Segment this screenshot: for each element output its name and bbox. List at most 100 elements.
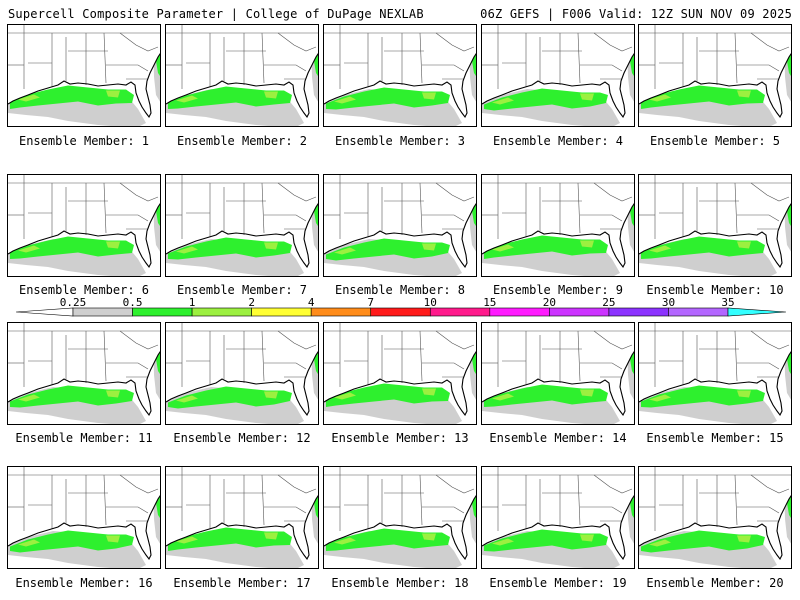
state-border (106, 362, 149, 370)
map-graphic (639, 323, 791, 424)
scp-green-area (641, 530, 765, 553)
state-border (261, 474, 265, 526)
scp-green-area (484, 88, 608, 111)
map-graphic (324, 323, 476, 424)
land-mask (8, 175, 160, 267)
land-mask (324, 467, 476, 559)
colorbar-tick-label: 35 (721, 296, 735, 309)
map-graphic (8, 25, 160, 126)
colorbar-high-arrow (727, 307, 787, 317)
state-border (277, 474, 317, 494)
ensemble-map-panel (323, 174, 477, 277)
coastline (324, 203, 476, 269)
state-border (580, 214, 623, 222)
coastline (482, 203, 634, 269)
map-graphic (166, 25, 318, 126)
state-border (261, 330, 265, 382)
land-mask (639, 25, 791, 117)
colorbar-segment (72, 307, 133, 317)
ensemble-map-panel (7, 322, 161, 425)
ensemble-map-panel (638, 322, 792, 425)
map-graphic (324, 467, 476, 568)
colorbar-tick-label: 10 (423, 296, 437, 309)
map-graphic (166, 323, 318, 424)
coastline (324, 53, 476, 119)
color-legend-bar (15, 307, 787, 317)
ensemble-member-label: Ensemble Member: 13 (331, 431, 469, 445)
color-legend: 0.25 0.5 1 2 4 7 10 15 20 25 30 35 (0, 296, 800, 320)
colorbar-segment (668, 307, 729, 317)
state-border (737, 362, 780, 370)
ensemble-member-label: Ensemble Member: 11 (15, 431, 153, 445)
ensemble-map-panel (323, 466, 477, 569)
ensemble-member-label: Ensemble Member: 9 (492, 283, 624, 297)
ensemble-map-panel (165, 174, 319, 277)
scp-lightgreen-area (492, 393, 514, 401)
scp-lightgreen-area (106, 390, 120, 398)
scp-green-area (168, 86, 292, 109)
scp-green-area (484, 384, 608, 407)
ensemble-member-label: Ensemble Member: 18 (331, 576, 469, 590)
scp-lightgreen-area (18, 394, 40, 402)
scp-lightgreen-area (649, 94, 671, 102)
page-title: Supercell Composite Parameter | College … (8, 7, 424, 21)
ensemble-member-label: Ensemble Member: 16 (15, 576, 153, 590)
scp-green-area (10, 236, 134, 259)
state-border (734, 330, 738, 382)
state-border (119, 330, 159, 350)
state-border (580, 506, 623, 514)
land-mask (8, 467, 160, 559)
ensemble-member-label: Ensemble Member: 14 (489, 431, 627, 445)
state-border (103, 474, 107, 526)
coastline (639, 351, 791, 417)
scp-lightgreen-area (18, 539, 40, 547)
state-border (577, 330, 581, 382)
colorbar-segment (191, 307, 252, 317)
land-mask (482, 25, 634, 117)
coastline (8, 53, 160, 119)
colorbar-tick-label: 25 (602, 296, 616, 309)
ensemble-member-label: Ensemble Member: 12 (173, 431, 311, 445)
scp-lightgreen-area (334, 537, 356, 545)
ensemble-map-panel (165, 466, 319, 569)
coastline (166, 495, 318, 561)
map-graphic (166, 175, 318, 276)
scp-green-area (326, 383, 450, 407)
ensemble-map-panel (481, 322, 635, 425)
map-graphic (482, 467, 634, 568)
scp-green-area (10, 530, 134, 553)
coastline (482, 351, 634, 417)
state-border (593, 330, 633, 350)
land-mask (166, 323, 318, 415)
scp-lightgreen-area (176, 536, 198, 544)
colorbar-segment (429, 307, 491, 317)
land-mask (8, 323, 160, 415)
ensemble-member-label: Ensemble Member: 5 (649, 134, 781, 148)
ensemble-member-label: Ensemble Member: 7 (176, 283, 308, 297)
scp-lightgreen-area (492, 97, 514, 105)
map-graphic (639, 25, 791, 126)
state-border (422, 506, 465, 514)
coastline (324, 495, 476, 561)
coastline (8, 351, 160, 417)
scp-green-area (641, 236, 765, 259)
state-border (577, 474, 581, 526)
scp-green-area (641, 385, 765, 408)
map-graphic (8, 323, 160, 424)
coastline (639, 203, 791, 269)
colorbar-tick-label: 15 (483, 296, 497, 309)
scp-lightgreen-area (176, 395, 198, 403)
map-graphic (166, 467, 318, 568)
scp-lightgreen-area (264, 242, 278, 250)
state-border (577, 32, 581, 84)
scp-lightgreen-area (334, 96, 356, 104)
ensemble-map-panel (638, 466, 792, 569)
scp-lightgreen-area (492, 538, 514, 546)
ensemble-member-label: Ensemble Member: 20 (646, 576, 784, 590)
land-mask (166, 175, 318, 267)
scp-green-area (326, 238, 450, 261)
land-mask (482, 323, 634, 415)
colorbar-segment (132, 307, 193, 317)
colorbar-tick-label: 1 (188, 296, 196, 309)
run-info: 06Z GEFS | F006 Valid: 12Z SUN NOV 09 20… (480, 7, 792, 21)
